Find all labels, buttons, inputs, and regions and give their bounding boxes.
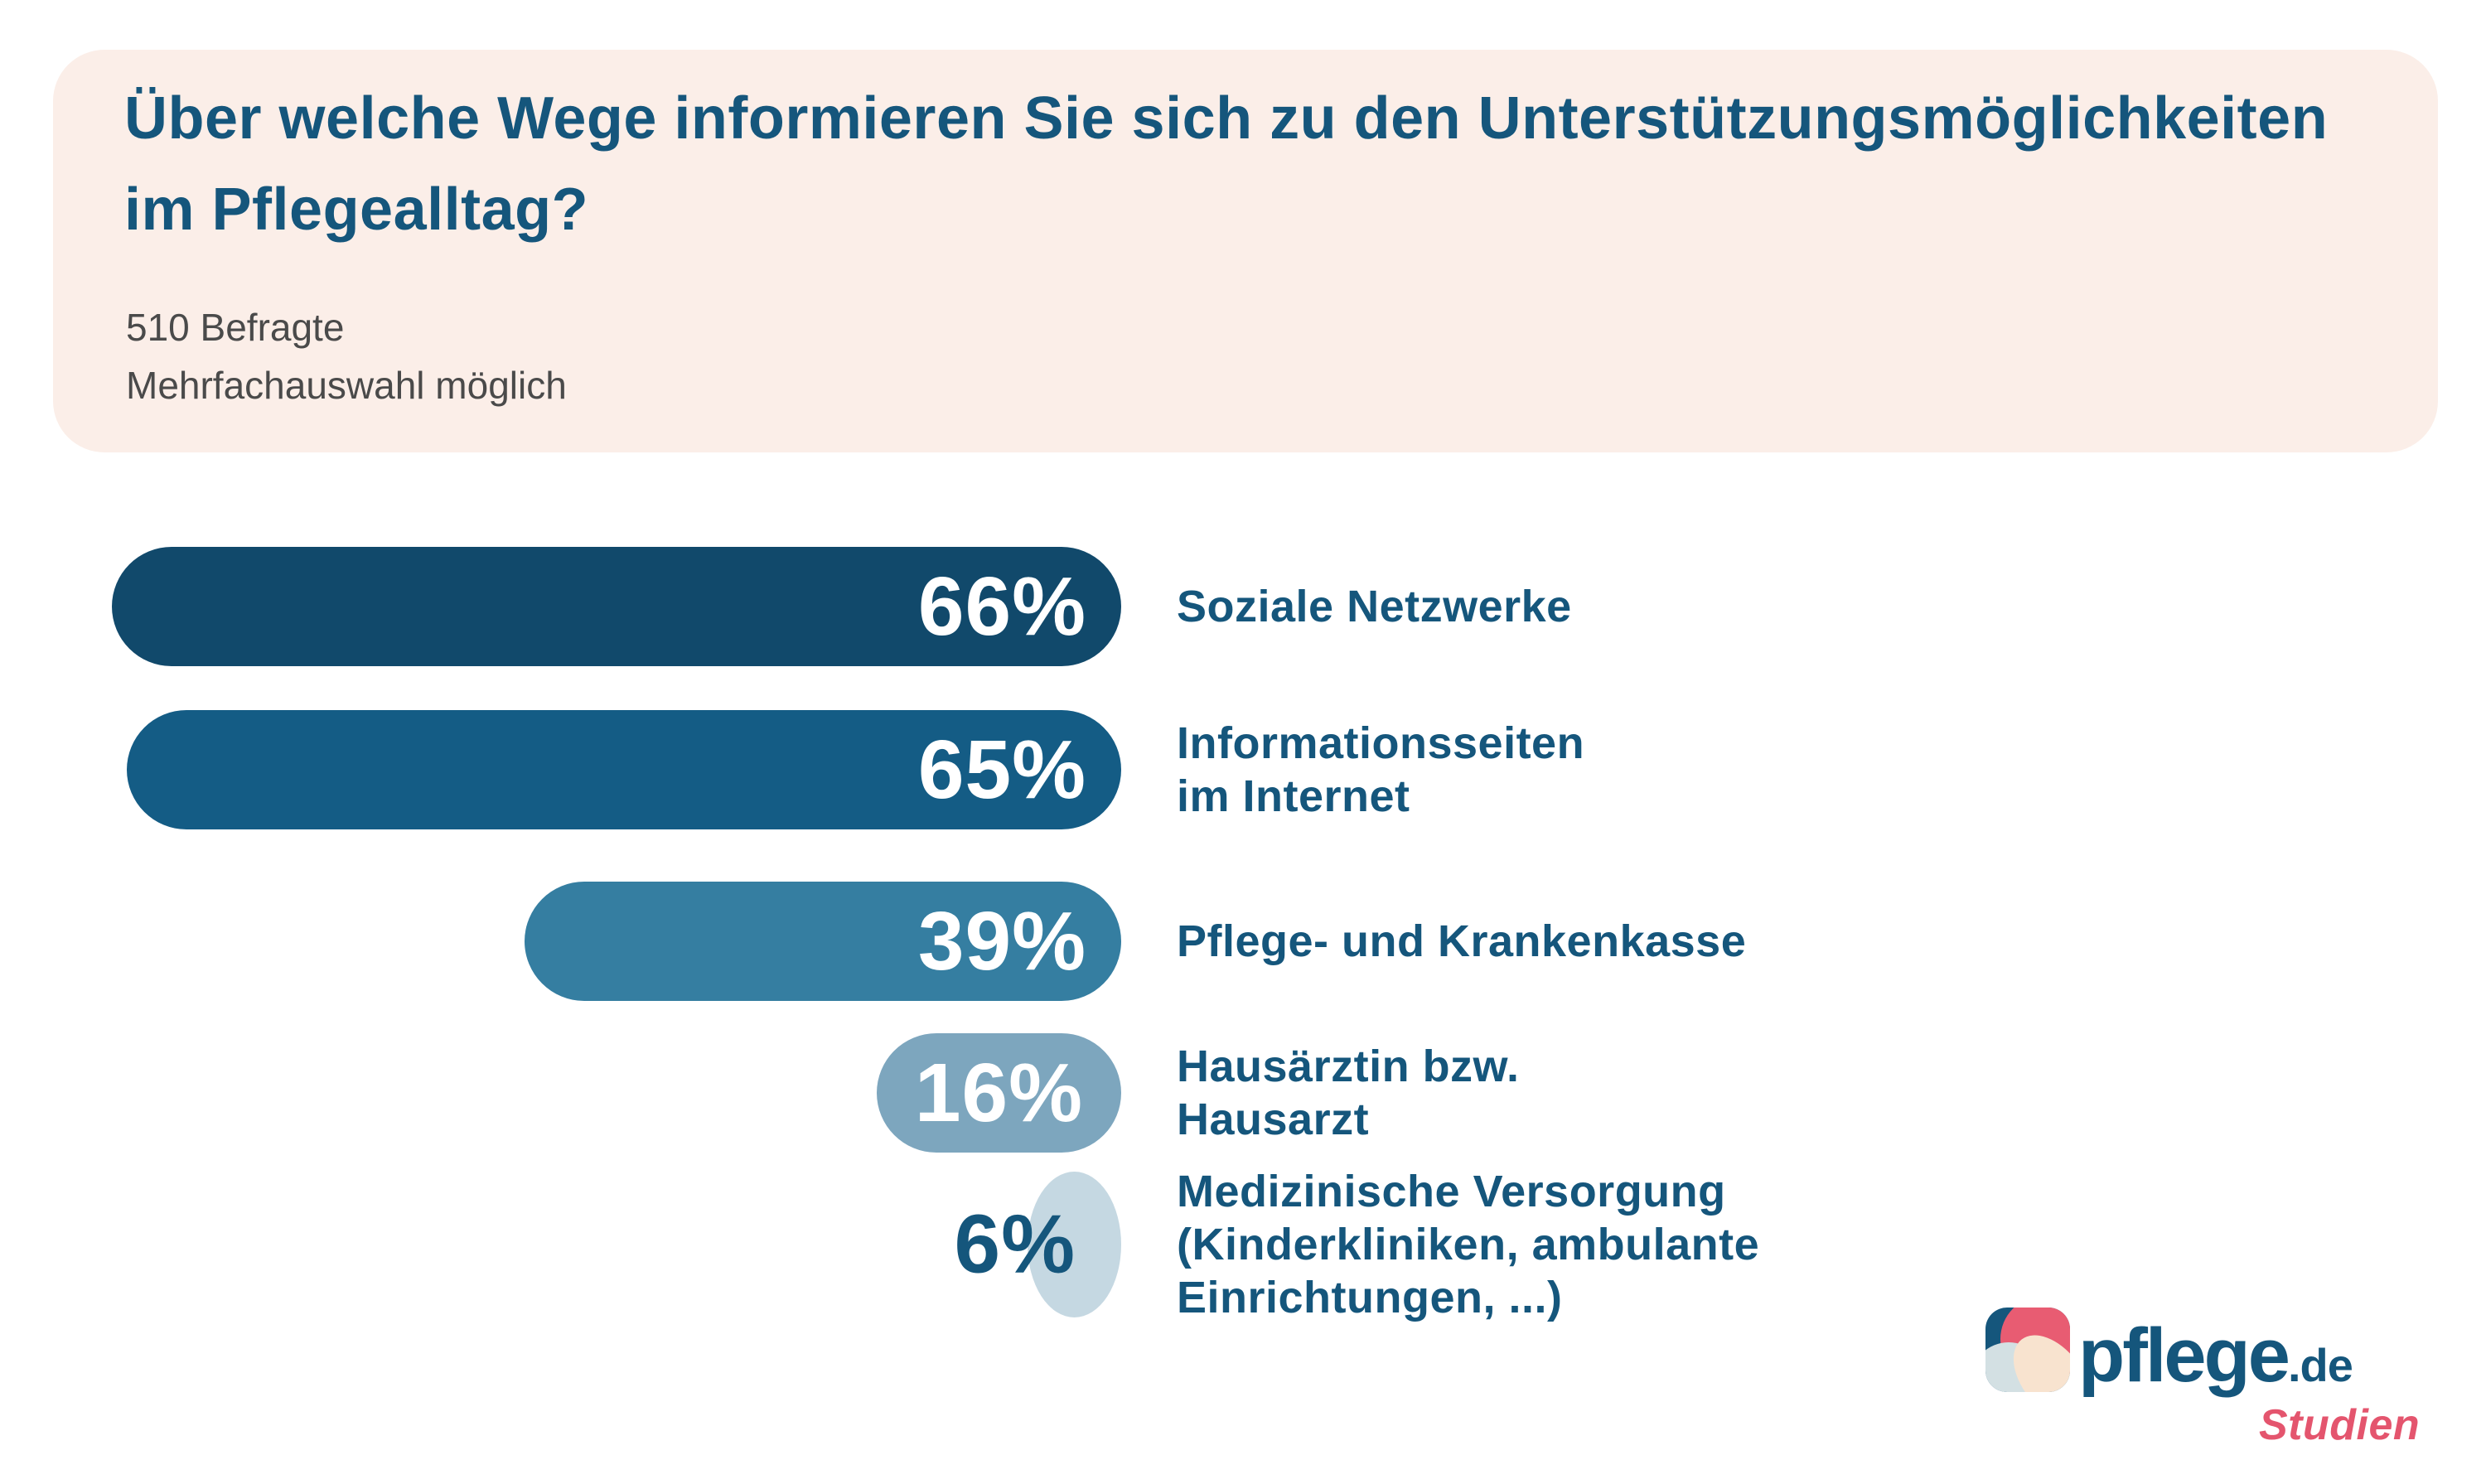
bar-value-label: 65% xyxy=(917,723,1086,816)
bar: 16% xyxy=(877,1033,1121,1153)
logo-suffix-text: .de xyxy=(2287,1339,2353,1391)
header-card: Über welche Wege informieren Sie sich zu… xyxy=(53,50,2438,452)
bar-category-label: Medizinische Versorgung (Kinderkliniken,… xyxy=(1177,1167,1760,1322)
chart-subtitle: 510 Befragte Mehrfachauswahl möglich xyxy=(126,298,567,414)
logo-brand-text: pflege xyxy=(2078,1313,2290,1398)
bar-category-label: Soziale Netzwerke xyxy=(1177,582,1572,631)
bar-value-label: 16% xyxy=(914,1046,1084,1139)
bar-track: 65% xyxy=(112,710,1121,829)
bar: 66% xyxy=(112,547,1121,666)
bar-value-label: 39% xyxy=(917,894,1086,988)
bar-row: 66% Soziale Netzwerke xyxy=(0,547,2486,666)
bar-track: 6% xyxy=(112,1172,1121,1317)
chart-title: Über welche Wege informieren Sie sich zu… xyxy=(124,73,2328,255)
logo-tagline-text: Studien xyxy=(2259,1401,2421,1449)
pflege-de-studien-logo: pflege.de Studien xyxy=(1985,1308,2450,1457)
chart-title-line-1: Über welche Wege informieren Sie sich zu… xyxy=(124,85,2329,152)
chart-title-line-2: im Pflegealltag? xyxy=(124,176,589,243)
bar: 39% xyxy=(525,882,1121,1001)
bar-track: 16% xyxy=(112,1033,1121,1153)
bar: 65% xyxy=(127,710,1121,829)
logo-wordmark: pflege.de xyxy=(2078,1312,2353,1399)
bar-category-label: Hausärztin bzw. Hausarzt xyxy=(1177,1042,1520,1144)
pflege-de-logo-icon xyxy=(1985,1308,2070,1392)
bar-row: 65% Informationsseiten im Internet xyxy=(0,710,2486,829)
multiselect-note: Mehrfachauswahl möglich xyxy=(126,364,567,407)
bar-row: 6% Medizinische Versorgung (Kinderklinik… xyxy=(0,1167,2486,1322)
bar xyxy=(1028,1172,1121,1317)
bar-category-label: Informationsseiten im Internet xyxy=(1177,718,1585,821)
bar-row: 39% Pflege- und Krankenkasse xyxy=(0,882,2486,1001)
bar-track: 66% xyxy=(112,547,1121,666)
bar-track: 39% xyxy=(112,882,1121,1001)
bar-row: 16% Hausärztin bzw. Hausarzt xyxy=(0,1033,2486,1153)
bar-value-label: 6% xyxy=(954,1197,1076,1291)
respondents-note: 510 Befragte xyxy=(126,306,345,349)
bar-category-label: Pflege- und Krankenkasse xyxy=(1177,916,1747,966)
bar-value-label: 66% xyxy=(917,559,1086,653)
